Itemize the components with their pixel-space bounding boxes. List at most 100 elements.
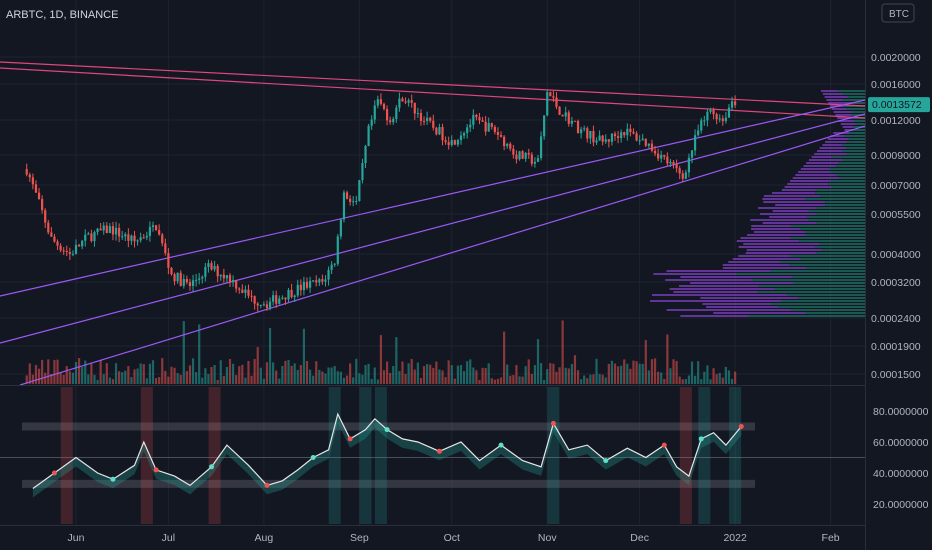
volume-bar — [191, 358, 195, 384]
candle-body — [512, 148, 515, 155]
trend-line[interactable] — [0, 61, 866, 107]
volume-bar — [432, 367, 435, 384]
time-axis[interactable]: Jun Jul Aug Sep Oct Nov Dec 2022 Feb — [68, 532, 840, 544]
volume-bar — [484, 367, 487, 384]
trend-lines[interactable] — [0, 61, 866, 386]
candle-body — [586, 128, 589, 139]
volume-bar — [241, 364, 244, 384]
profile-bar-right — [805, 231, 865, 233]
profile-bar-left — [653, 273, 737, 275]
profile-bar-left — [763, 195, 821, 197]
volume-bar — [693, 375, 697, 384]
candle-body — [210, 263, 213, 270]
candle-body — [34, 184, 38, 193]
volume-bar — [595, 358, 598, 384]
volume-bar — [256, 347, 259, 384]
profile-bar-left — [830, 135, 845, 137]
volume-bar — [650, 359, 654, 384]
trend-line[interactable] — [0, 113, 866, 344]
oscillator-signal-zone — [698, 387, 711, 524]
profile-bar-right — [793, 282, 865, 284]
candle-body — [77, 244, 81, 247]
volume-bar — [700, 379, 703, 384]
candle-body — [250, 295, 253, 297]
candle-body — [179, 272, 182, 286]
candle-body — [413, 102, 416, 114]
candle-body — [28, 174, 31, 178]
trend-line[interactable] — [0, 99, 866, 297]
candle-body — [401, 98, 404, 102]
candle-body — [312, 280, 315, 282]
volume-bar — [25, 375, 28, 384]
profile-bar-left — [745, 252, 817, 254]
profile-bar-left — [680, 276, 793, 278]
candle-body — [432, 120, 435, 128]
volume-bar — [444, 377, 447, 384]
price-tick-label: 0.0002400 — [871, 313, 921, 325]
oscillator-signal-dot — [498, 442, 504, 448]
volume-bar — [136, 368, 139, 384]
candle-body — [247, 289, 250, 296]
volume-bar — [503, 331, 506, 384]
oscillator-axis[interactable]: 80.0000000 60.0000000 40.0000000 20.0000000 — [873, 406, 929, 511]
trend-line[interactable] — [0, 67, 866, 119]
volume-bar — [660, 372, 663, 384]
volume-bar — [392, 366, 395, 384]
candle-body — [290, 289, 293, 298]
profile-bar-right — [799, 240, 865, 242]
profile-bar-left — [831, 108, 847, 110]
volume-bar — [28, 363, 31, 384]
profile-bar-left — [814, 153, 847, 155]
oscillator-signal-dot — [209, 464, 215, 470]
candle-body — [376, 99, 379, 106]
profile-bar-left — [747, 234, 807, 236]
candle-body — [170, 267, 173, 275]
profile-bar-left — [669, 288, 775, 290]
volume-bar — [687, 375, 691, 384]
oscillator-pane[interactable] — [0, 387, 865, 524]
volume-bar — [638, 363, 641, 384]
profile-bar-right — [831, 186, 865, 188]
candle-body — [675, 164, 678, 169]
volume-bar — [44, 372, 47, 384]
currency-badge[interactable]: BTC — [881, 3, 915, 23]
profile-bar-left — [722, 267, 807, 269]
oscillator-signal-zone — [328, 387, 341, 524]
volume-bar — [429, 364, 432, 384]
candle-body — [543, 115, 546, 137]
profile-bar-right — [816, 222, 865, 224]
oscillator-signal-dot — [384, 427, 390, 433]
profile-bar-left — [835, 114, 852, 116]
profile-bar-left — [738, 246, 815, 248]
candle-body — [373, 105, 376, 120]
oscillator-signal-dot — [436, 448, 442, 454]
candlestick-series[interactable] — [25, 89, 737, 312]
currency-badge-frame[interactable] — [881, 3, 915, 23]
last-price-value: 0.0013572 — [872, 99, 922, 111]
price-tick-label: 0.0001900 — [871, 341, 921, 353]
volume-bar — [533, 365, 537, 384]
candle-body — [681, 173, 684, 179]
volume-bar — [235, 375, 238, 384]
trend-line[interactable] — [19, 125, 866, 386]
volume-bar — [407, 363, 410, 384]
volume-bar — [68, 371, 71, 384]
volume-bar — [139, 363, 142, 384]
profile-bar-right — [825, 204, 865, 206]
profile-bar-left — [839, 120, 855, 122]
candle-body — [367, 125, 370, 147]
volume-bar — [604, 377, 607, 384]
profile-bar-right — [800, 258, 865, 260]
volume-bar — [195, 372, 198, 384]
volume-profile — [650, 90, 865, 317]
profile-bar-left — [784, 186, 832, 188]
candle-body — [96, 228, 99, 233]
volume-bar — [721, 377, 724, 384]
candle-body — [404, 101, 407, 103]
candle-body — [567, 112, 570, 124]
candle-body — [145, 235, 148, 238]
oscillator-line[interactable] — [32, 412, 742, 489]
